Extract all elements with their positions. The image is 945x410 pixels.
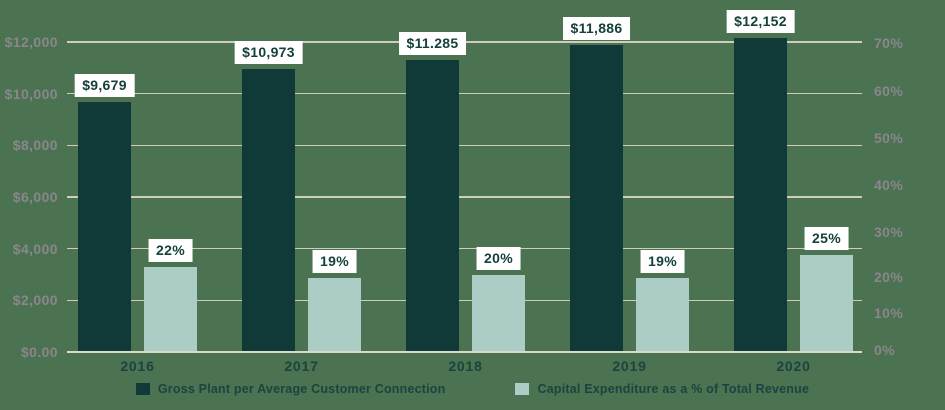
x-axis-label: 2017 [284, 358, 319, 374]
gridline [67, 299, 862, 302]
data-label-capex: 19% [640, 250, 685, 274]
bar-gross-plant [734, 38, 787, 352]
bar-capex [472, 274, 525, 352]
bar-capex [308, 278, 361, 352]
data-label-gross-plant: $12,152 [726, 10, 795, 34]
legend-item-capex: Capital Expenditure as a % of Total Reve… [515, 382, 809, 396]
legend-swatch-capex [515, 383, 530, 395]
y-axis-tick-right: 60% [874, 83, 904, 99]
bar-gross-plant [406, 60, 459, 352]
data-label-capex: 19% [312, 250, 357, 274]
legend: Gross Plant per Average Customer Connect… [0, 382, 945, 396]
gridline [67, 144, 862, 147]
y-axis-tick-right: 70% [874, 35, 904, 51]
data-label-gross-plant: $11,886 [562, 16, 631, 40]
x-axis-label: 2019 [612, 358, 647, 374]
y-axis-tick-left: $4,000 [12, 240, 58, 257]
data-label-gross-plant: $9,679 [74, 73, 135, 97]
y-axis-tick-left: $12,000 [4, 34, 58, 50]
y-axis-tick-right: 30% [874, 224, 904, 240]
legend-swatch-gross-plant [135, 383, 150, 395]
gridline [67, 247, 862, 250]
y-axis-tick-right: 20% [874, 269, 904, 285]
bar-capex [636, 278, 689, 352]
y-axis-tick-left: $8,000 [12, 137, 58, 154]
legend-label-capex: Capital Expenditure as a % of Total Reve… [537, 382, 810, 396]
data-label-capex: 20% [476, 246, 521, 270]
data-label-capex: 22% [148, 238, 193, 262]
x-axis-label: 2016 [120, 358, 155, 374]
y-axis-tick-left: $2,000 [12, 292, 58, 309]
x-axis-line [67, 351, 862, 353]
bar-gross-plant [78, 101, 131, 352]
gridline [67, 92, 862, 95]
x-axis-label: 2018 [448, 358, 483, 374]
data-label-gross-plant: $10,973 [234, 40, 303, 64]
data-label-gross-plant: $11.285 [398, 32, 467, 56]
legend-label-gross-plant: Gross Plant per Average Customer Connect… [157, 382, 446, 396]
x-axis-label: 2020 [776, 358, 811, 374]
bar-gross-plant [242, 68, 295, 352]
y-axis-tick-right: 50% [874, 130, 904, 146]
y-axis-tick-right: 10% [874, 305, 904, 321]
data-label-capex: 25% [804, 227, 849, 251]
y-axis-tick-left: $6,000 [12, 189, 58, 205]
y-axis-tick-left: $10,000 [4, 85, 58, 102]
bar-capex [800, 255, 853, 352]
y-axis-tick-right: 40% [874, 177, 904, 193]
bar-gross-plant [570, 44, 623, 352]
y-axis-tick-left: $0.00 [20, 344, 58, 360]
gridline [67, 196, 862, 198]
y-axis-tick-right: 0% [874, 342, 896, 358]
legend-item-gross-plant: Gross Plant per Average Customer Connect… [135, 382, 446, 396]
bar-capex [144, 266, 197, 352]
